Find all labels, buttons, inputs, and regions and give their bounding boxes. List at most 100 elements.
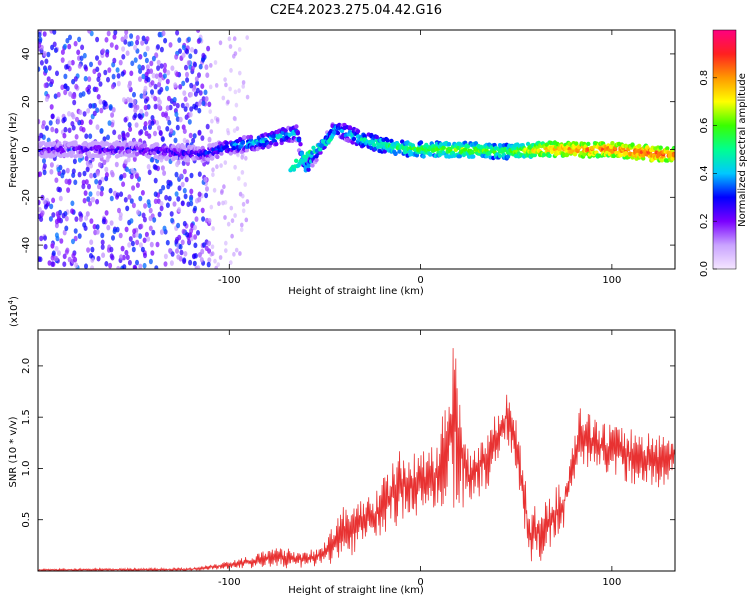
heatmap-cell xyxy=(234,247,239,253)
heatmap-cell xyxy=(146,236,151,242)
heatmap-cell xyxy=(191,86,196,92)
heatmap-cell xyxy=(128,102,133,108)
heatmap-cell xyxy=(203,89,208,96)
heatmap-cell xyxy=(203,176,208,183)
heatmap-cell xyxy=(73,76,78,82)
heatmap-cell xyxy=(67,111,71,117)
heatmap-cell xyxy=(111,107,116,113)
heatmap-cell xyxy=(241,208,246,214)
heatmap-cell xyxy=(181,52,186,58)
heatmap-cell xyxy=(139,223,144,230)
heatmap-cell xyxy=(189,82,194,89)
heatmap-cell xyxy=(610,141,615,146)
y-multiplier-label: (x104) xyxy=(7,296,20,327)
heatmap-cell xyxy=(162,73,167,79)
heatmap-cell xyxy=(153,83,158,90)
heatmap-cell xyxy=(175,102,180,109)
heatmap-cell xyxy=(39,235,44,242)
heatmap-cell xyxy=(532,152,537,158)
heatmap-cell xyxy=(582,152,587,157)
heatmap-cell xyxy=(101,218,106,225)
heatmap-cell xyxy=(74,216,79,222)
heatmap-cell xyxy=(75,116,79,123)
heatmap-cell xyxy=(118,215,123,221)
y-tick-label: -20 xyxy=(21,189,32,205)
heatmap-cell xyxy=(185,232,190,238)
heatmap-cell xyxy=(207,101,212,108)
heatmap-cell xyxy=(85,160,90,167)
heatmap-cell xyxy=(50,126,55,133)
heatmap-cell xyxy=(97,60,102,66)
heatmap-cell xyxy=(74,134,79,140)
heatmap-cell xyxy=(218,255,223,260)
heatmap-cell xyxy=(44,125,49,131)
heatmap-cell xyxy=(89,163,93,169)
heatmap-cell xyxy=(109,169,114,176)
heatmap-cell xyxy=(53,47,58,53)
heatmap-cell xyxy=(86,89,91,95)
heatmap-cell xyxy=(207,240,212,247)
heatmap-cell xyxy=(219,151,224,156)
heatmap-cell xyxy=(129,218,134,224)
heatmap-cell xyxy=(428,152,433,157)
heatmap-cell xyxy=(298,142,303,147)
heatmap-cell xyxy=(194,216,199,222)
top-y-ticks: -40 -20 0 20 40 xyxy=(21,48,675,253)
heatmap-cell xyxy=(159,200,164,207)
heatmap-cell xyxy=(88,103,93,109)
heatmap-cell xyxy=(157,77,162,83)
x-tick-label: 0 xyxy=(417,275,423,286)
heatmap-cell xyxy=(60,49,65,55)
heatmap-cell xyxy=(586,141,591,147)
heatmap-cell xyxy=(189,172,194,179)
heatmap-cell xyxy=(156,96,161,103)
heatmap-cell xyxy=(54,255,59,262)
heatmap-cell xyxy=(174,239,179,245)
heatmap-cell xyxy=(473,141,479,146)
heatmap-cell xyxy=(164,194,169,201)
heatmap-cell xyxy=(525,141,531,147)
heatmap-cell xyxy=(58,195,63,202)
heatmap-cell xyxy=(177,185,182,191)
heatmap-cell xyxy=(138,195,143,202)
heatmap-cell xyxy=(141,73,146,80)
heatmap-cell xyxy=(142,143,148,148)
heatmap-cell xyxy=(150,120,155,126)
heatmap-cell xyxy=(175,71,180,78)
heatmap-cell xyxy=(178,48,182,54)
heatmap-cell xyxy=(221,200,225,206)
heatmap-cell xyxy=(204,192,209,199)
heatmap-cell xyxy=(244,148,250,153)
heatmap-cell xyxy=(122,172,127,179)
heatmap-cell xyxy=(174,54,179,60)
heatmap-cell xyxy=(138,263,143,269)
heatmap-cell xyxy=(142,237,147,244)
heatmap-cell xyxy=(83,225,88,231)
heatmap-cell xyxy=(209,204,214,210)
colorbar-tick-label: 0.6 xyxy=(699,118,710,134)
heatmap-cell xyxy=(143,98,148,104)
heatmap-cell xyxy=(306,163,311,169)
heatmap-cell xyxy=(138,54,143,60)
heatmap-cell xyxy=(95,55,99,61)
heatmap-cell xyxy=(38,118,41,125)
heatmap-cell xyxy=(188,53,193,59)
heatmap-cell xyxy=(127,259,132,266)
heatmap-cell xyxy=(44,67,48,74)
heatmap-cell xyxy=(331,130,337,135)
heatmap-cell xyxy=(232,251,236,257)
heatmap-cell xyxy=(170,217,175,224)
heatmap-cell xyxy=(224,82,228,88)
heatmap-cell xyxy=(144,75,149,82)
heatmap-cell xyxy=(240,222,244,228)
heatmap-cell xyxy=(131,202,136,209)
colorbar-tick-label: 0.4 xyxy=(699,165,710,181)
heatmap-cell xyxy=(147,133,152,139)
heatmap-cell xyxy=(66,187,71,193)
heatmap-cell xyxy=(243,182,247,187)
heatmap-cell xyxy=(74,83,79,90)
top-y-axis-label: Frequency (Hz) xyxy=(8,112,19,188)
heatmap-cell xyxy=(131,246,136,253)
heatmap-cell xyxy=(88,133,93,139)
heatmap-cell xyxy=(176,196,181,202)
